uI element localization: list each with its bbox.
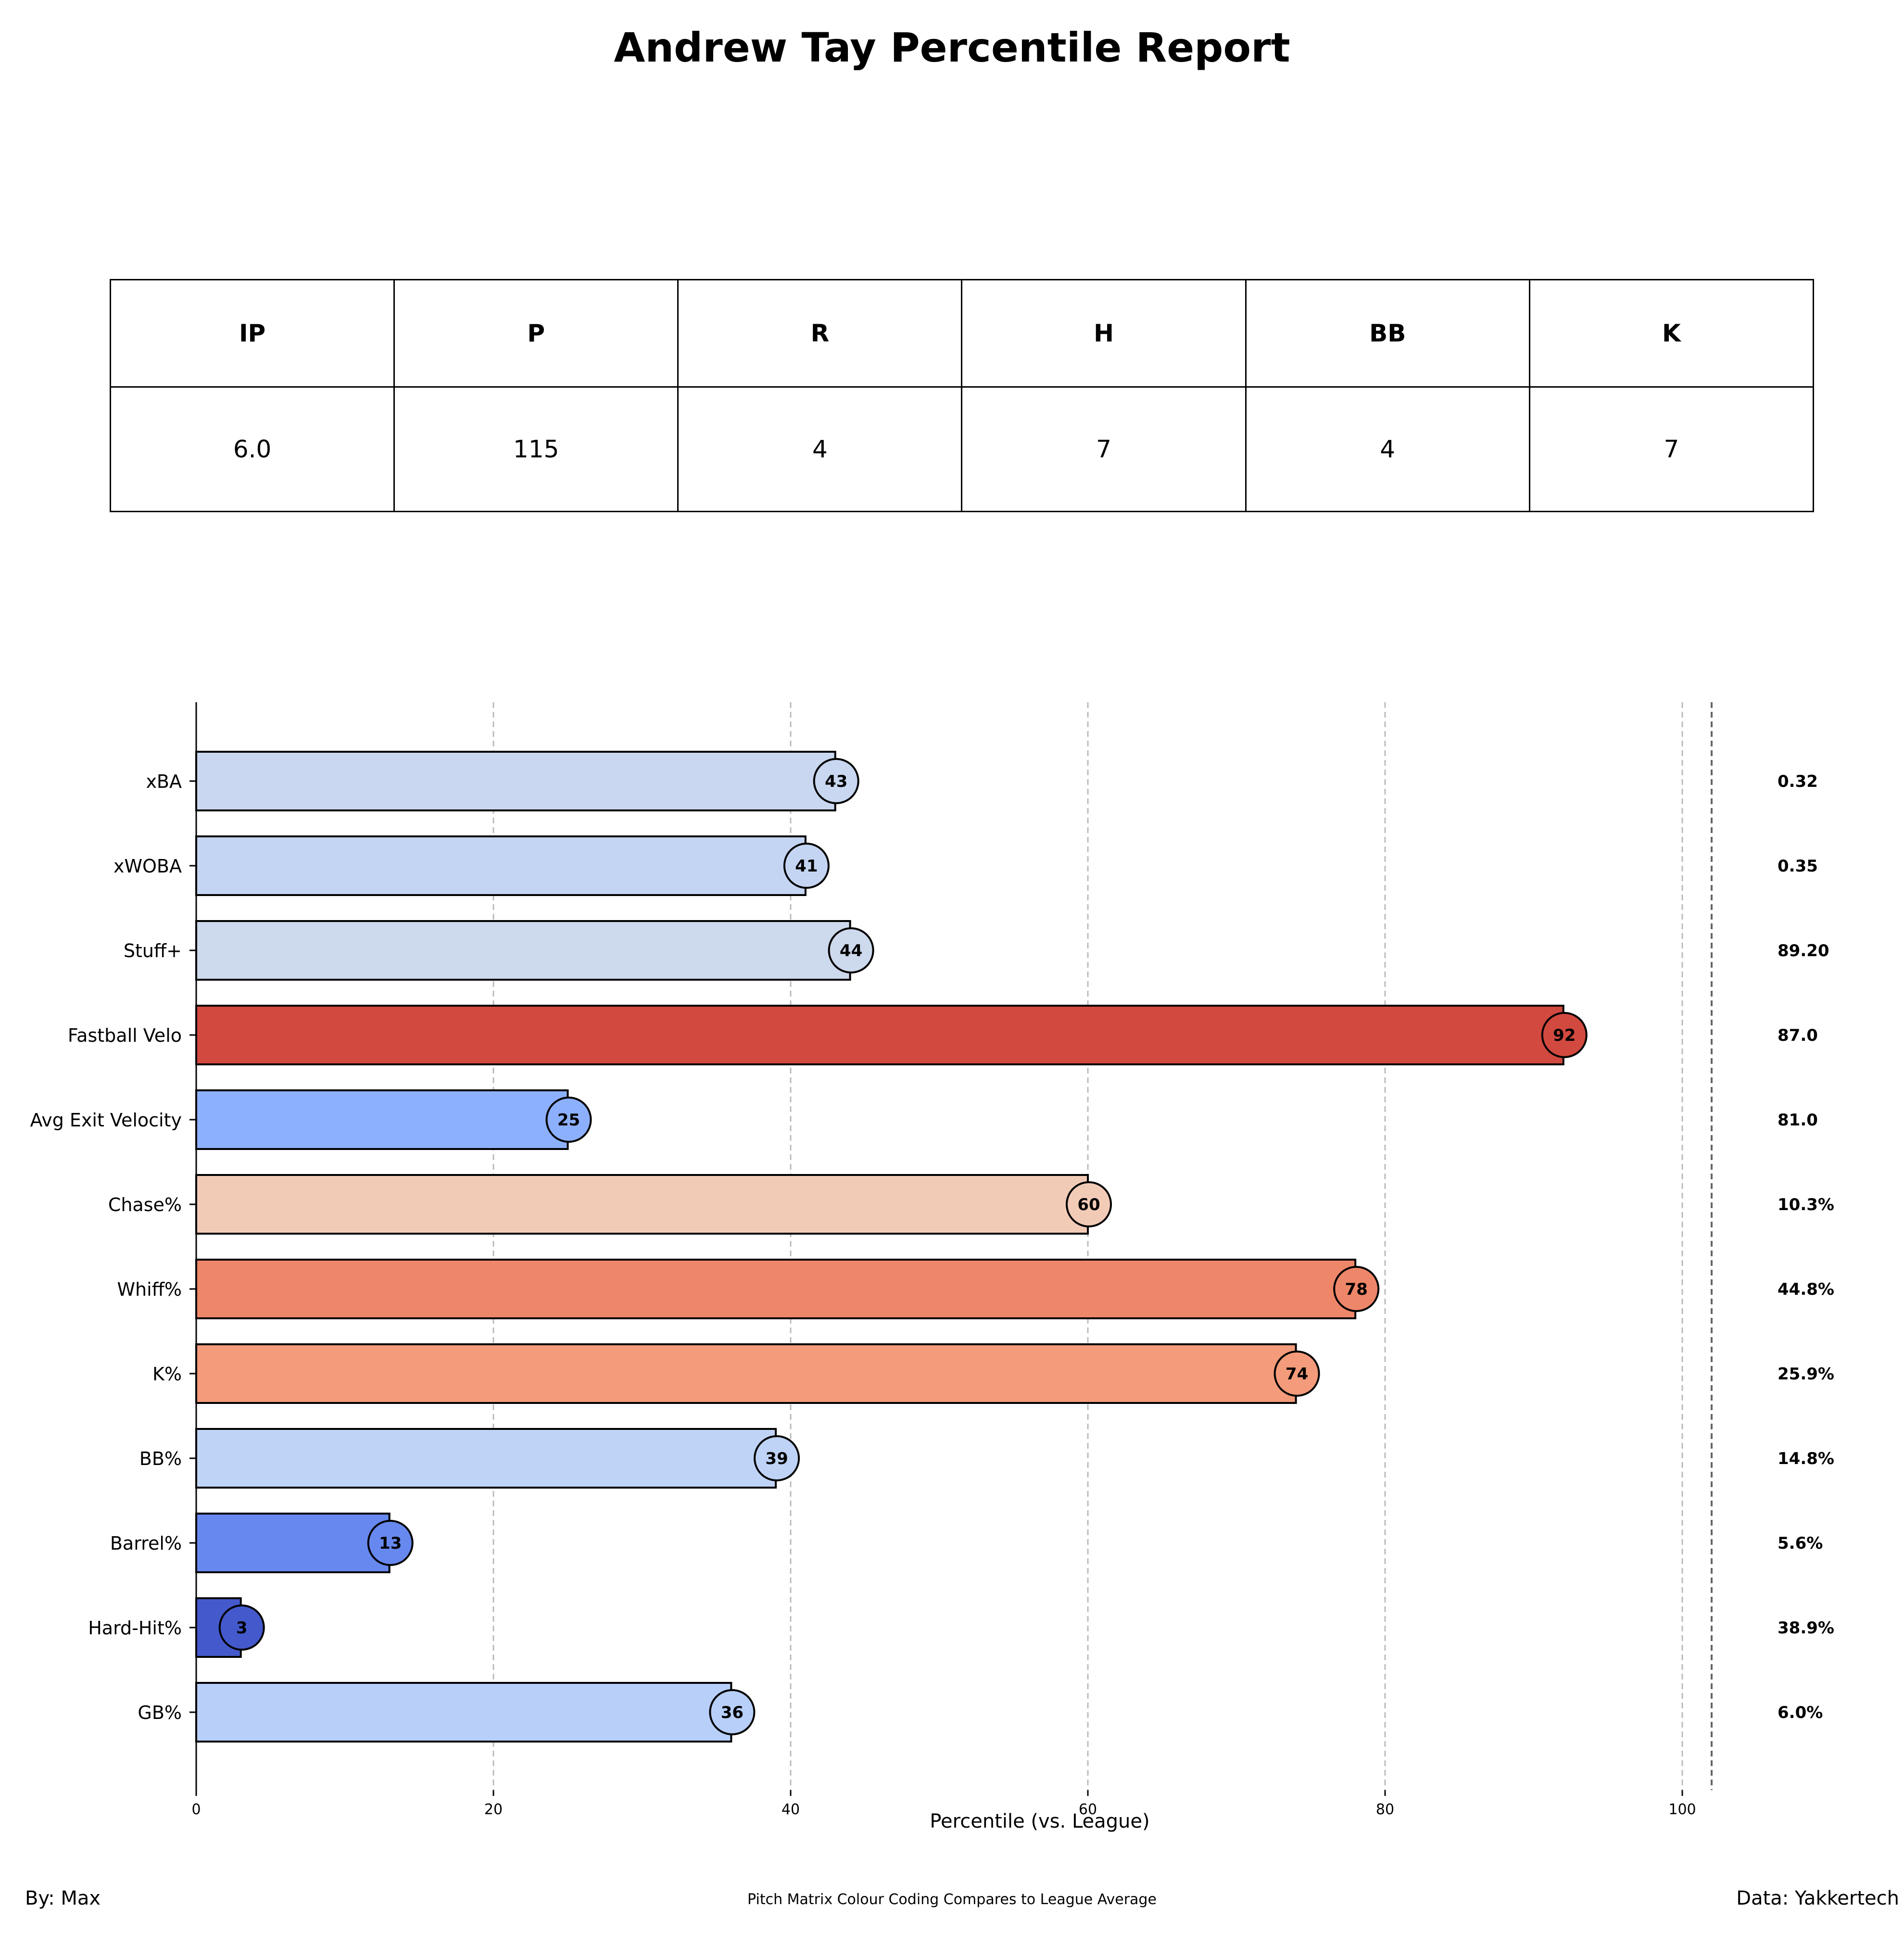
- raw-value-whiff-: 44.8%: [1778, 1280, 1834, 1299]
- percentile-badge-chase-: [1066, 1181, 1112, 1227]
- category-label-hard-hit-: Hard-Hit%: [88, 1617, 182, 1639]
- percentile-badge-gb-: [709, 1689, 756, 1735]
- stats-value-bb: 4: [1245, 386, 1530, 512]
- stats-value-h: 7: [961, 386, 1247, 512]
- category-labels: xBA xWOBA Stuff+ Fastball Velo Avg Exit Velo…: [30, 771, 196, 1723]
- bar-fastball-velo: [195, 1005, 1564, 1065]
- percentile-value-fastball-velo: 92: [1553, 1026, 1576, 1045]
- percentile-badge-xwoba: [783, 843, 830, 889]
- x-axis-label: Percentile (vs. League): [930, 1810, 1149, 1832]
- stats-header-r: R: [677, 279, 963, 388]
- percentile-badge-k-: [1274, 1351, 1320, 1397]
- raw-value-avg-exit-velocity: 81.0: [1778, 1111, 1818, 1130]
- stats-value-k: 7: [1528, 386, 1815, 512]
- x-tick-label-60: 60: [1079, 1801, 1097, 1818]
- page-title: Andrew Tay Percentile Report: [614, 24, 1290, 71]
- percentile-value-gb-: 36: [721, 1703, 744, 1722]
- bar-stuff-: [195, 920, 851, 981]
- footer-author: By: Max: [25, 1887, 101, 1909]
- percentile-value-xwoba: 41: [795, 857, 818, 876]
- category-label-bb-: BB%: [139, 1448, 182, 1469]
- percentile-value-avg-exit-velocity: 25: [557, 1111, 580, 1130]
- raw-value-fastball-velo: 87.0: [1778, 1026, 1818, 1045]
- percentile-value-chase-: 60: [1077, 1195, 1100, 1214]
- stats-value-row: 6.0 115 4 7 4 7: [109, 386, 1815, 512]
- bars: 43 41 44 92 25 60 78 74 39 13 3 36: [195, 751, 1588, 1743]
- x-tick-label-0: 0: [191, 1801, 201, 1818]
- raw-value-gb-: 6.0%: [1778, 1703, 1823, 1722]
- category-label-chase-: Chase%: [108, 1194, 182, 1215]
- category-label-whiff-: Whiff%: [117, 1279, 182, 1300]
- footer-source: Data: Yakkertech: [1736, 1887, 1899, 1909]
- bar-k-: [195, 1343, 1297, 1404]
- percentile-value-barrel-: 13: [379, 1534, 402, 1553]
- bar-xba: [195, 751, 836, 811]
- percentile-value-k-: 74: [1286, 1364, 1308, 1384]
- raw-value-xwoba: 0.35: [1778, 857, 1818, 876]
- percentile-badge-hard-hit-: [218, 1604, 265, 1651]
- percentile-badge-xba: [813, 758, 859, 804]
- raw-value-labels: 0.32 0.35 89.20 87.0 81.0 10.3% 44.8% 25.9% 14.8…: [1778, 772, 1834, 1722]
- x-tick-label-20: 20: [484, 1801, 503, 1818]
- category-label-xwoba: xWOBA: [113, 856, 182, 877]
- category-label-k-: K%: [152, 1364, 182, 1385]
- stats-header-ip: IP: [109, 279, 395, 388]
- raw-value-chase-: 10.3%: [1778, 1195, 1834, 1214]
- bar-bb-: [195, 1428, 777, 1489]
- stats-header-k: K: [1528, 279, 1815, 388]
- stats-header-h: H: [961, 279, 1247, 388]
- raw-value-stuff-: 89.20: [1778, 941, 1829, 960]
- percentile-value-stuff-: 44: [840, 941, 862, 960]
- bar-avg-exit-velocity: [195, 1089, 569, 1150]
- category-label-barrel-: Barrel%: [110, 1533, 182, 1554]
- x-tick-label-40: 40: [782, 1801, 800, 1818]
- percentile-badge-fastball-velo: [1541, 1012, 1588, 1058]
- stats-header-p: P: [393, 279, 679, 388]
- raw-value-bb-: 14.8%: [1778, 1449, 1834, 1468]
- stats-header-bb: BB: [1245, 279, 1530, 388]
- raw-value-hard-hit-: 38.9%: [1778, 1618, 1834, 1638]
- category-label-avg-exit-velocity: Avg Exit Velocity: [30, 1110, 182, 1131]
- bar-barrel-: [195, 1513, 391, 1573]
- percentile-badge-barrel-: [367, 1520, 414, 1566]
- stats-header-row: IP P R H BB K: [109, 279, 1815, 388]
- percentile-value-xba: 43: [825, 772, 847, 791]
- footer-note: Pitch Matrix Colour Coding Compares to L…: [747, 1891, 1157, 1908]
- percentile-value-hard-hit-: 3: [236, 1618, 248, 1638]
- bar-chase-: [195, 1174, 1089, 1235]
- percentile-badge-bb-: [754, 1435, 800, 1481]
- percentile-value-whiff-: 78: [1345, 1280, 1368, 1299]
- category-label-gb-: GB%: [138, 1702, 182, 1723]
- bar-gb-: [195, 1682, 732, 1743]
- raw-value-barrel-: 5.6%: [1778, 1534, 1823, 1553]
- x-ticks: 0 20 40 60 80 100: [191, 1790, 1696, 1818]
- category-label-fastball-velo: Fastball Velo: [68, 1025, 182, 1046]
- stats-value-p: 115: [393, 386, 679, 512]
- category-label-xba: xBA: [146, 771, 182, 792]
- bar-xwoba: [195, 835, 807, 896]
- percentile-badge-whiff-: [1333, 1266, 1380, 1312]
- percentile-badge-avg-exit-velocity: [545, 1097, 592, 1143]
- raw-value-xba: 0.32: [1778, 772, 1818, 791]
- raw-value-k-: 25.9%: [1778, 1364, 1834, 1384]
- category-label-stuff-: Stuff+: [124, 940, 182, 961]
- x-tick-label-80: 80: [1376, 1801, 1394, 1818]
- stats-value-ip: 6.0: [109, 386, 395, 512]
- x-tick-label-100: 100: [1668, 1801, 1696, 1818]
- bar-whiff-: [195, 1259, 1357, 1319]
- percentile-value-bb-: 39: [765, 1449, 788, 1468]
- stats-value-r: 4: [677, 386, 963, 512]
- percentile-badge-stuff-: [828, 927, 874, 973]
- stats-table: IP P R H BB K 6.0 115 4 7 4 7: [109, 279, 1815, 512]
